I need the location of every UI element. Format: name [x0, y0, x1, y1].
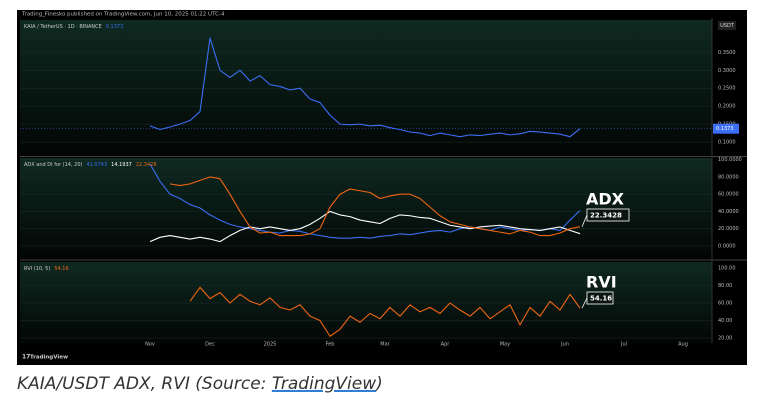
x-tick-label: Apr [441, 342, 451, 348]
y-tick-label: 40.0000 [718, 209, 739, 215]
legend: KAIA / TetherUS · 1D · BINANCE 0.1373 [24, 24, 123, 30]
y-tick-label: 0.0000 [718, 243, 736, 249]
series-line [149, 37, 581, 138]
x-tick-label: May [500, 342, 510, 348]
legend-value: 22.3428 [136, 162, 157, 168]
series-line [149, 210, 581, 243]
x-tick-label: Mar [380, 342, 390, 348]
y-tick-label: 60.00 [718, 301, 732, 307]
legend-title: RVI (10, 5) [24, 266, 50, 272]
caption-text: KAIA/USDT ADX, RVI (Source: [17, 374, 272, 394]
y-tick-label: 60.0000 [718, 192, 739, 198]
annotation-pointer [581, 214, 588, 227]
y-tick-label: 0.2000 [718, 104, 736, 110]
annotation-pointer [581, 297, 588, 309]
y-tick-label: 0.2500 [718, 86, 736, 92]
currency-box [718, 21, 736, 30]
x-tick-label: Jun [560, 342, 569, 348]
y-tick-label: 40.00 [718, 318, 732, 324]
y-tick-label: 20.0000 [718, 226, 739, 232]
caption-end: ) [376, 374, 383, 394]
x-tick-label: Aug [678, 342, 688, 348]
y-tick-label: 0.3000 [718, 68, 736, 74]
x-tick-label: Dec [205, 342, 215, 348]
currency: USDT [720, 23, 735, 29]
annotation-title: ADX [586, 190, 625, 209]
caption-link[interactable]: TradingView [271, 374, 377, 394]
logo: TradingView [30, 355, 68, 361]
legend: RVI (10, 5) 54.16 [24, 266, 69, 272]
x-tick-label: Nov [145, 342, 155, 348]
x-tick-label: Feb [326, 342, 335, 348]
header: Trading_Finesko published on TradingView… [21, 12, 225, 18]
legend-value: 41.0743 [86, 162, 107, 168]
annotation-value: 22.3428 [590, 212, 622, 220]
pane-bg [20, 158, 712, 258]
y-tick-label: 100.00 [718, 266, 736, 272]
legend-value: 0.1373 [106, 24, 124, 30]
chart: Trading_Finesko published on TradingView… [17, 10, 747, 365]
logo-icon: 17 [22, 354, 30, 361]
annotation-title: RVI [586, 273, 617, 292]
annotation-value: 54.16 [590, 295, 612, 303]
price-label-box [713, 123, 739, 134]
legend-title: ADX and DI for (14, 20) [24, 162, 83, 168]
series-line [189, 286, 581, 337]
series-line [169, 176, 581, 237]
y-tick-label: 80.0000 [718, 174, 739, 180]
y-tick-label: 100.0000 [718, 157, 742, 163]
x-tick-label: Jul [620, 342, 627, 348]
y-tick-label: 0.3500 [718, 50, 736, 56]
pane-bg [20, 20, 712, 155]
price-label: 0.1373 [716, 126, 734, 132]
legend-title: KAIA / TetherUS · 1D · BINANCE [24, 24, 102, 30]
y-tick-label: 80.00 [718, 283, 732, 289]
legend-value: 54.16 [54, 266, 68, 272]
y-tick-label: 0.1000 [718, 140, 736, 146]
caption: KAIA/USDT ADX, RVI (Source: TradingView) [17, 374, 383, 394]
legend: ADX and DI for (14, 20) 41.0743 14.1937 22.… [24, 162, 157, 168]
legend-value: 14.1937 [111, 162, 132, 168]
x-tick-label: 2025 [264, 342, 277, 348]
y-tick-label: 20.00 [718, 336, 732, 342]
series-line [149, 163, 581, 239]
